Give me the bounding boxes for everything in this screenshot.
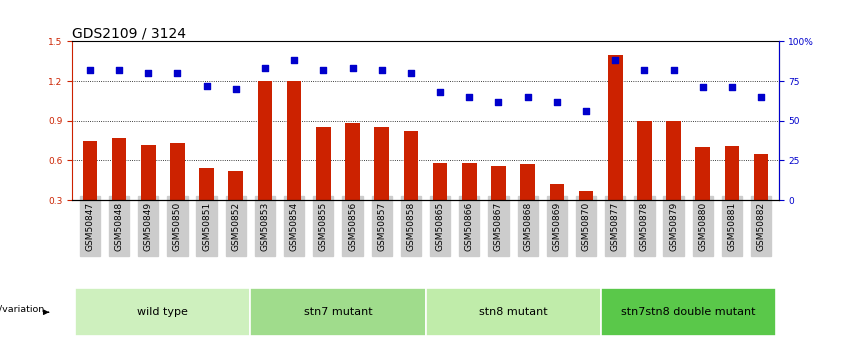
Bar (608, 55, 623, 240)
Point (404, 70, 418, 76)
Point (580, 108, 593, 114)
Bar (75, 288, 250, 336)
Bar (520, 164, 535, 240)
Bar (433, 163, 448, 240)
Text: stn7stn8 double mutant: stn7stn8 double mutant (621, 307, 756, 317)
Bar (491, 166, 505, 240)
Bar (601, 288, 776, 336)
Point (112, 67, 126, 73)
Bar (250, 288, 426, 336)
Bar (258, 81, 272, 240)
Point (667, 67, 681, 73)
Point (462, 94, 476, 100)
Bar (170, 143, 185, 240)
Point (550, 99, 563, 105)
Point (375, 67, 389, 73)
Point (346, 66, 359, 71)
Bar (141, 145, 156, 240)
Text: GDS2109 / 3124: GDS2109 / 3124 (72, 26, 186, 40)
Point (288, 58, 301, 63)
Text: genotype/variation: genotype/variation (0, 305, 45, 314)
Bar (403, 131, 418, 240)
Point (696, 85, 710, 90)
Bar (111, 138, 126, 240)
Point (258, 66, 271, 71)
Point (754, 94, 768, 100)
Point (725, 85, 739, 90)
Point (141, 70, 155, 76)
Text: stn8 mutant: stn8 mutant (479, 307, 547, 317)
Bar (346, 124, 360, 240)
Point (521, 94, 534, 100)
Point (492, 99, 505, 105)
Bar (199, 168, 214, 240)
Bar (666, 121, 681, 240)
Point (229, 86, 243, 92)
Bar (695, 147, 710, 240)
Point (433, 89, 447, 95)
Point (200, 83, 214, 89)
Bar (550, 184, 564, 240)
Bar (287, 81, 301, 240)
Point (317, 67, 330, 73)
Bar (579, 191, 593, 240)
Point (637, 67, 651, 73)
Bar (426, 288, 601, 336)
Bar (83, 141, 97, 240)
Bar (228, 171, 243, 240)
Bar (754, 154, 768, 240)
Bar (374, 127, 389, 240)
Point (83, 67, 97, 73)
Text: stn7 mutant: stn7 mutant (304, 307, 372, 317)
Point (608, 58, 622, 63)
Text: wild type: wild type (137, 307, 188, 317)
Bar (725, 146, 740, 240)
Point (170, 70, 184, 76)
Bar (637, 121, 652, 240)
Bar (462, 163, 477, 240)
Bar (316, 127, 331, 240)
